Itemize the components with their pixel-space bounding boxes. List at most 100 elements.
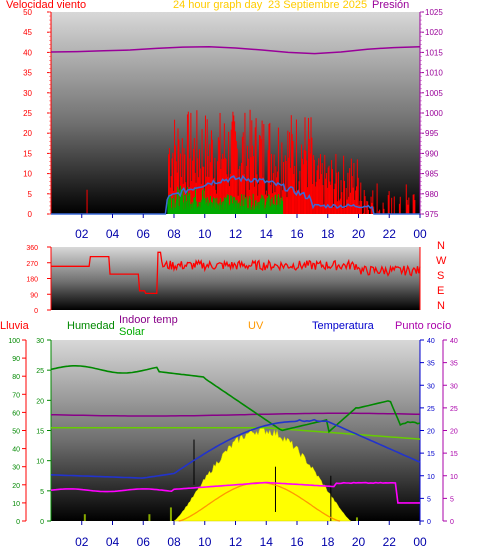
humidity-y-tick-label: 25 (36, 368, 44, 375)
wind-x-tick-label: 16 (290, 227, 304, 241)
humidity-y-tick-label: 30 (36, 338, 44, 345)
direction-y-tick-label: 360 (26, 245, 38, 252)
compass-n-bottom: N (437, 300, 445, 312)
wind-y-tick-label: 10 (23, 170, 32, 179)
wind-y-tick-label: 45 (23, 28, 32, 37)
direction-plot-background (51, 247, 420, 310)
humidity-y-tick-label: 10 (36, 459, 44, 466)
pressure-y-tick-label: 1005 (425, 89, 443, 98)
direction-y-tick-label: 90 (30, 292, 38, 299)
temp-x-tick-label: 10 (198, 535, 212, 549)
temp-x-tick-label: 12 (229, 535, 243, 549)
temp-y-tick-label: 35 (427, 361, 435, 368)
rain-y-tick-label: 50 (12, 429, 20, 436)
rain-y-tick-label: 90 (12, 356, 20, 363)
temperature-line (50, 418, 421, 479)
rain-y-tick-label: 80 (12, 374, 20, 381)
direction-y-tick-label: 270 (26, 261, 38, 268)
wind-x-tick-label: 08 (167, 227, 181, 241)
temp-x-tick-label: 22 (383, 535, 397, 549)
temperature-humidity-panel: 0102030405060708090100051015202530051015… (8, 338, 458, 549)
legend-solar: Solar (119, 326, 145, 338)
pressure-line (50, 45, 421, 55)
temp-x-tick-label: 06 (137, 535, 151, 549)
wind-direction-line (51, 251, 421, 295)
compass-e: E (437, 285, 445, 297)
dew-y-tick-label: 40 (450, 338, 458, 345)
pressure-y-tick-label: 1020 (425, 28, 443, 37)
temp-x-tick-label: 16 (290, 535, 304, 549)
pressure-y-tick-label: 1010 (425, 69, 443, 78)
rain-y-tick-label: 20 (12, 483, 20, 490)
temp-y-tick-label: 30 (427, 383, 435, 390)
temp-x-tick-label: 00 (413, 535, 427, 549)
pressure-y-tick-label: 995 (425, 129, 439, 138)
direction-y-tick-label: 180 (26, 277, 38, 284)
wind-y-tick-label: 0 (28, 210, 33, 219)
rain-y-tick-label: 60 (12, 410, 20, 417)
wind-x-tick-label: 04 (106, 227, 120, 241)
legend-indoor-temp: Indoor temp (119, 314, 178, 326)
dew-y-tick-label: 25 (450, 406, 458, 413)
temp-x-tick-label: 02 (75, 535, 89, 549)
humidity-line (50, 365, 421, 434)
dew-y-tick-label: 35 (450, 361, 458, 368)
rain-y-tick-label: 0 (16, 519, 20, 526)
wind-x-tick-label: 14 (260, 227, 274, 241)
dew-y-tick-label: 0 (450, 519, 454, 526)
dew-y-tick-label: 20 (450, 429, 458, 436)
wind-x-tick-label: 22 (383, 227, 397, 241)
wind-x-tick-label: 20 (352, 227, 366, 241)
temp-x-tick-label: 04 (106, 535, 120, 549)
pressure-y-tick-label: 985 (425, 170, 439, 179)
temp-y-tick-label: 10 (427, 474, 435, 481)
direction-y-tick-label: 0 (34, 308, 38, 315)
wind-y-tick-label: 5 (28, 190, 33, 199)
wind-y-tick-label: 25 (23, 109, 32, 118)
temp-x-tick-label: 20 (352, 535, 366, 549)
humidity-y-tick-label: 5 (40, 489, 44, 496)
humidity-y-tick-label: 20 (36, 398, 44, 405)
rain-y-tick-label: 30 (12, 465, 20, 472)
pressure-y-tick-label: 980 (425, 190, 439, 199)
temp-y-tick-label: 40 (427, 338, 435, 345)
temp-y-tick-label: 0 (427, 519, 431, 526)
pressure-y-tick-label: 990 (425, 149, 439, 158)
wind-y-tick-label: 40 (23, 48, 32, 57)
humidity-y-tick-label: 0 (40, 519, 44, 526)
wind-x-tick-label: 02 (75, 227, 89, 241)
wind-y-tick-label: 35 (23, 69, 32, 78)
temp-y-tick-label: 20 (427, 429, 435, 436)
wind-y-tick-label: 20 (23, 129, 32, 138)
legend-temperatura: Temperatura (312, 320, 374, 332)
temp-x-tick-label: 14 (260, 535, 274, 549)
rain-y-tick-label: 70 (12, 392, 20, 399)
dew-point-line (50, 481, 420, 504)
legend-humedad: Humedad (67, 320, 115, 332)
legend-uv: UV (248, 320, 264, 332)
wind-x-tick-label: 00 (413, 227, 427, 241)
temp-y-tick-label: 25 (427, 406, 435, 413)
pressure-y-tick-label: 1015 (425, 48, 443, 57)
legend-punto-rocio: Punto rocío (395, 320, 452, 332)
wind-x-tick-label: 10 (198, 227, 212, 241)
pressure-y-tick-label: 1000 (425, 109, 443, 118)
pressure-y-tick-label: 1025 (425, 8, 443, 17)
pressure-y-tick-label: 975 (425, 210, 439, 219)
wind-x-tick-label: 06 (137, 227, 151, 241)
wind-direction-panel: 0 90 180 270 360 (26, 245, 421, 315)
wind-pressure-panel: 0510152025303540455097598098599099510001… (23, 8, 443, 241)
rain-y-tick-label: 40 (12, 447, 20, 454)
right-axis-title: Presión (372, 0, 410, 11)
rain-y-tick-label: 100 (8, 338, 20, 345)
wind-x-tick-label: 12 (229, 227, 243, 241)
dew-y-tick-label: 30 (450, 383, 458, 390)
compass-n-top: N (437, 240, 445, 252)
dew-y-tick-label: 15 (450, 451, 458, 458)
temp-x-tick-label: 08 (167, 535, 181, 549)
temp-y-tick-label: 5 (427, 496, 431, 503)
chart-date: 23 Septiembre 2025 (268, 0, 368, 11)
dew-y-tick-label: 5 (450, 496, 454, 503)
temp-y-tick-label: 15 (427, 451, 435, 458)
